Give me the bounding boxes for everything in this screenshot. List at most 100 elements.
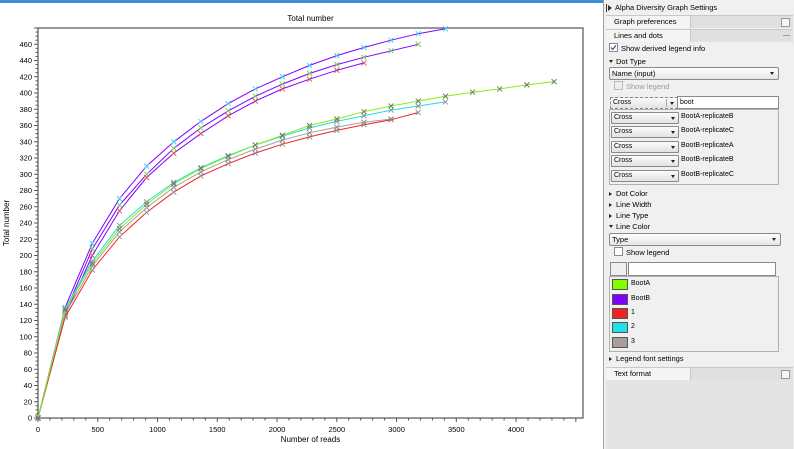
tab-text-format[interactable]: Text format (606, 367, 793, 380)
shape-value: Cross (614, 143, 633, 150)
filter-shape-select[interactable]: Cross (610, 97, 678, 109)
shape-select[interactable]: Cross (611, 170, 679, 182)
collapsed-triangle-icon (609, 192, 612, 196)
color-swatch[interactable] (612, 294, 628, 305)
y-tick-label: 200 (19, 251, 32, 260)
cross-marker (306, 129, 313, 136)
filter-input[interactable]: boot (677, 96, 779, 109)
tab-lines-and-dots[interactable]: Lines and dots (606, 29, 793, 42)
plot-area (37, 27, 584, 419)
y-tick-label: 100 (19, 332, 32, 341)
list-item: Cross BootA-replicateB (610, 111, 778, 124)
y-tick-label: 20 (24, 397, 32, 406)
dot-color-section-toggle[interactable]: Dot Color (609, 188, 648, 199)
restore-icon[interactable] (781, 18, 790, 27)
cross-marker (551, 78, 557, 85)
x-tick-label: 1500 (209, 425, 226, 434)
cross-marker (170, 181, 177, 187)
legend-font-settings-toggle[interactable]: Legend font settings (609, 353, 684, 364)
cross-marker (198, 125, 204, 131)
checkbox-icon (614, 247, 623, 256)
cross-marker (279, 137, 286, 143)
cross-marker (116, 195, 123, 202)
cross-marker (361, 108, 367, 115)
type-name: 1 (631, 309, 635, 316)
cross-marker (388, 37, 394, 44)
line-color-label: Line Color (616, 222, 651, 231)
cross-marker (252, 86, 259, 92)
cross-marker (89, 252, 96, 259)
cross-marker (388, 47, 394, 54)
dot-type-show-legend-checkbox[interactable]: Show legend (614, 81, 669, 92)
line-type-section-toggle[interactable]: Line Type (609, 210, 648, 221)
y-tick-label: 0 (28, 414, 32, 423)
y-axis-label: Total number (2, 200, 11, 247)
chevron-down-icon (671, 131, 675, 134)
panel-title[interactable]: Alpha Diversity Graph Settings (606, 2, 717, 14)
cross-marker (35, 415, 41, 421)
cross-marker (333, 61, 340, 68)
cross-marker (306, 70, 313, 77)
y-tick-label: 360 (19, 121, 32, 130)
cross-marker (306, 62, 313, 69)
cross-marker (279, 141, 286, 148)
chevron-down-icon (671, 117, 675, 120)
color-filter-input[interactable] (628, 262, 776, 276)
cross-marker (143, 209, 150, 216)
dot-color-label: Dot Color (616, 189, 648, 198)
x-tick-label: 4000 (508, 425, 525, 434)
shape-select[interactable]: Cross (611, 126, 679, 138)
cross-marker (415, 41, 422, 48)
x-tick-label: 1000 (149, 425, 166, 434)
color-swatch[interactable] (612, 322, 628, 333)
chevron-down-icon (770, 72, 774, 75)
cross-marker (442, 99, 449, 105)
y-tick-label: 260 (19, 202, 32, 211)
cross-marker (116, 233, 123, 240)
cross-marker (116, 225, 123, 232)
shape-select[interactable]: Cross (611, 141, 679, 153)
tab-graph-preferences[interactable]: Graph preferences (606, 15, 793, 28)
cross-marker (170, 179, 177, 186)
dot-type-section-toggle[interactable]: Dot Type (609, 56, 646, 67)
cross-marker (361, 44, 367, 51)
line-color-select[interactable]: Type (609, 233, 781, 246)
list-item: BootB (610, 292, 778, 306)
line-width-section-toggle[interactable]: Line Width (609, 199, 651, 210)
list-item: BootA (610, 277, 778, 291)
color-swatch[interactable] (612, 308, 628, 319)
restore-icon[interactable] (781, 370, 790, 379)
collapse-bar-icon (606, 4, 607, 13)
sample-name: BootB-replicateC (681, 171, 734, 178)
collapsed-triangle-icon (609, 214, 612, 218)
dot-type-select[interactable]: Name (input) (609, 67, 779, 80)
shape-select[interactable]: Cross (611, 112, 679, 124)
y-tick-label: 280 (19, 186, 32, 195)
cross-marker (388, 107, 394, 113)
shape-value: Cross (614, 172, 633, 179)
show-derived-legend-checkbox[interactable]: Show derived legend info (609, 43, 705, 54)
x-axis-label: Number of reads (281, 435, 341, 444)
cross-marker (89, 260, 96, 267)
cross-marker (89, 240, 96, 247)
list-item: Cross BootB-replicateB (610, 154, 778, 167)
line-color-section-toggle[interactable]: Line Color (609, 221, 650, 232)
line-width-label: Line Width (616, 200, 652, 209)
cross-marker (524, 82, 530, 88)
dot-type-show-legend-label: Show legend (626, 82, 670, 91)
checkmark-icon (610, 45, 617, 51)
cross-marker (361, 60, 367, 66)
minimize-icon[interactable] (783, 35, 790, 36)
color-swatch[interactable] (612, 279, 628, 290)
cross-marker (225, 108, 231, 114)
shape-select[interactable]: Cross (611, 155, 679, 167)
y-tick-label: 420 (19, 72, 32, 81)
cross-marker (442, 25, 449, 32)
line-color-show-legend-checkbox[interactable]: Show legend (614, 247, 669, 258)
color-swatch[interactable] (612, 337, 628, 348)
cross-marker (306, 76, 313, 83)
color-filter-swatch[interactable] (610, 262, 627, 276)
filter-input-value: boot (680, 99, 694, 106)
y-tick-label: 460 (19, 40, 32, 49)
cross-marker (143, 163, 150, 169)
